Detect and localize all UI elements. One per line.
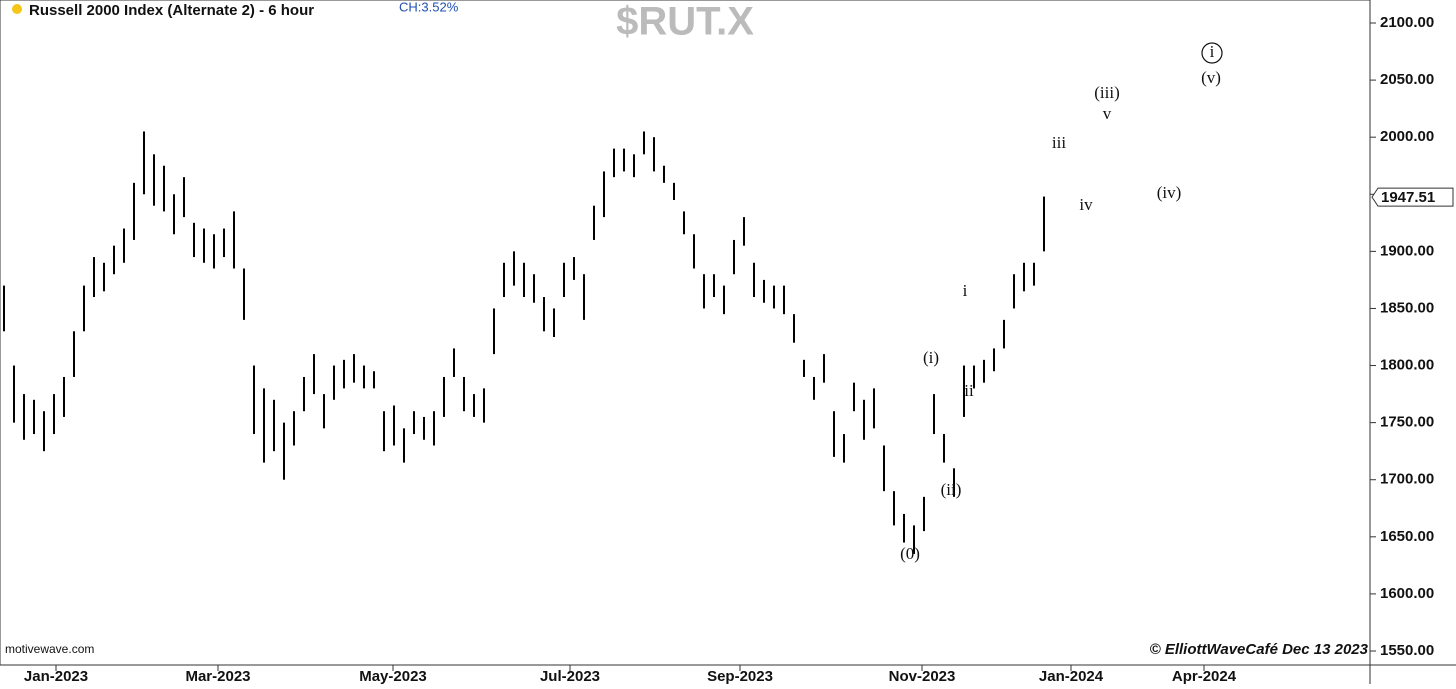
- wave-label: (iii): [1094, 83, 1120, 102]
- wave-label: (i): [923, 348, 939, 367]
- wave-label: iii: [1052, 133, 1066, 152]
- y-tick-label: 1600.00: [1380, 585, 1434, 602]
- y-tick-label: 2000.00: [1380, 128, 1434, 145]
- x-tick-label: May-2023: [359, 668, 427, 684]
- status-dot: [12, 4, 22, 14]
- wave-label: iv: [1079, 195, 1093, 214]
- wave-label: ii: [964, 381, 974, 400]
- y-tick-label: 1750.00: [1380, 414, 1434, 431]
- credit: © ElliottWaveCafé Dec 13 2023: [1150, 641, 1369, 658]
- wave-label: (iv): [1157, 183, 1182, 202]
- y-tick-label: 1550.00: [1380, 642, 1434, 659]
- source: motivewave.com: [5, 642, 94, 656]
- plot-frame: [0, 0, 1371, 666]
- y-tick-label: 1900.00: [1380, 242, 1434, 259]
- y-tick-label: 1700.00: [1380, 471, 1434, 488]
- wave-label: (ii): [941, 480, 962, 499]
- x-tick-label: Sep-2023: [707, 668, 773, 684]
- wave-label: (0): [900, 544, 920, 563]
- x-tick-label: Nov-2023: [889, 668, 956, 684]
- symbol-watermark: $RUT.X: [616, 0, 754, 44]
- y-tick-label: 2050.00: [1380, 71, 1434, 88]
- y-tick-label: 1800.00: [1380, 357, 1434, 374]
- wave-label: v: [1103, 104, 1112, 123]
- x-tick-label: Apr-2024: [1172, 668, 1237, 684]
- wave-label: i: [1210, 42, 1215, 61]
- x-tick-label: Jul-2023: [540, 668, 600, 684]
- circle-degree: [1201, 42, 1223, 64]
- wave-label: i: [963, 281, 968, 300]
- y-tick-label: 1850.00: [1380, 299, 1434, 316]
- y-tick-label: 1650.00: [1380, 528, 1434, 545]
- chart-title: Russell 2000 Index (Alternate 2) - 6 hou…: [29, 2, 314, 19]
- last-price-label: 1947.51: [1381, 189, 1435, 206]
- last-price-box: [1371, 187, 1454, 207]
- change-label: CH:3.52%: [399, 0, 459, 14]
- x-tick-label: Jan-2024: [1039, 668, 1104, 684]
- wave-label: (v): [1201, 68, 1221, 87]
- x-tick-label: Jan-2023: [24, 668, 88, 684]
- x-tick-label: Mar-2023: [185, 668, 250, 684]
- y-tick-label: 2100.00: [1380, 14, 1434, 31]
